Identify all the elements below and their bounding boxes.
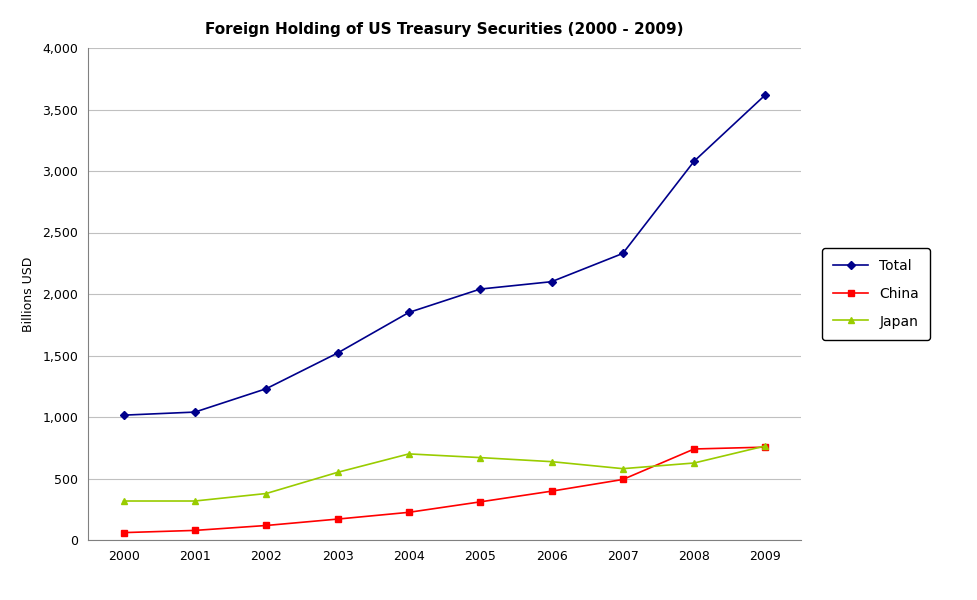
Japan xyxy=(616,465,628,472)
Japan xyxy=(474,454,486,461)
China xyxy=(117,529,129,536)
China xyxy=(759,443,771,451)
Total xyxy=(759,91,771,98)
Line: China: China xyxy=(121,445,768,535)
China xyxy=(260,522,272,529)
Japan xyxy=(260,490,272,497)
Total xyxy=(331,349,343,356)
Japan xyxy=(189,497,200,505)
Japan xyxy=(117,497,129,505)
China xyxy=(189,527,200,534)
China xyxy=(616,476,628,483)
Y-axis label: Billions USD: Billions USD xyxy=(22,256,35,332)
Total xyxy=(189,409,200,416)
Line: Japan: Japan xyxy=(120,442,769,505)
Japan xyxy=(403,450,414,458)
Total xyxy=(474,286,486,293)
China xyxy=(688,445,700,452)
Japan xyxy=(688,460,700,467)
Japan xyxy=(759,442,771,449)
Title: Foreign Holding of US Treasury Securities (2000 - 2009): Foreign Holding of US Treasury Securitie… xyxy=(205,22,684,37)
Total xyxy=(545,278,557,285)
Legend: Total, China, Japan: Total, China, Japan xyxy=(823,248,930,340)
China xyxy=(545,488,557,495)
Total xyxy=(688,158,700,165)
Japan xyxy=(545,458,557,465)
Line: Total: Total xyxy=(121,92,768,418)
China xyxy=(403,509,414,516)
China xyxy=(474,498,486,505)
China xyxy=(331,515,343,523)
Total xyxy=(117,412,129,419)
Total xyxy=(403,309,414,316)
Japan xyxy=(331,469,343,476)
Total xyxy=(616,250,628,257)
Total xyxy=(260,385,272,392)
